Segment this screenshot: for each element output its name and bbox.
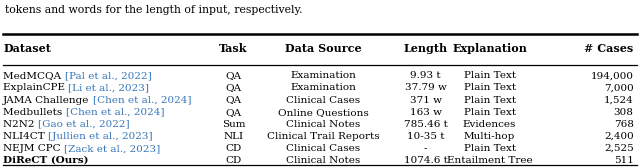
Text: Entailment Tree: Entailment Tree (447, 156, 532, 165)
Text: QA: QA (225, 71, 242, 80)
Text: Examination: Examination (291, 71, 356, 80)
Text: Evidences: Evidences (463, 120, 516, 129)
Text: 2,525: 2,525 (604, 144, 634, 153)
Text: NLI: NLI (223, 132, 244, 141)
Text: Clinical Trail Reports: Clinical Trail Reports (267, 132, 380, 141)
Text: 2,400: 2,400 (604, 132, 634, 141)
Text: JAMA Challenge: JAMA Challenge (3, 96, 93, 104)
Text: 9.93 t: 9.93 t (410, 71, 441, 80)
Text: 1074.6 t: 1074.6 t (404, 156, 447, 165)
Text: QA: QA (225, 96, 242, 104)
Text: -: - (424, 144, 428, 153)
Text: NLI4CT: NLI4CT (3, 132, 48, 141)
Text: Plain Text: Plain Text (463, 108, 516, 117)
Text: Data Source: Data Source (285, 43, 362, 54)
Text: CD: CD (225, 156, 242, 165)
Text: Plain Text: Plain Text (463, 96, 516, 104)
Text: Plain Text: Plain Text (463, 71, 516, 80)
Text: 785.46 t: 785.46 t (404, 120, 447, 129)
Text: MedMCQA: MedMCQA (3, 71, 65, 80)
Text: Clinical Notes: Clinical Notes (286, 120, 360, 129)
Text: Plain Text: Plain Text (463, 83, 516, 92)
Text: # Cases: # Cases (584, 43, 634, 54)
Text: QA: QA (225, 108, 242, 117)
Text: Plain Text: Plain Text (463, 144, 516, 153)
Text: CD: CD (225, 144, 242, 153)
Text: ExplainCPE: ExplainCPE (3, 83, 68, 92)
Text: Clinical Notes: Clinical Notes (286, 156, 360, 165)
Text: tokens and words for the length of input, respectively.: tokens and words for the length of input… (5, 5, 303, 15)
Text: [Chen et al., 2024]: [Chen et al., 2024] (66, 108, 164, 117)
Text: [Pal et al., 2022]: [Pal et al., 2022] (65, 71, 151, 80)
Text: Clinical Cases: Clinical Cases (286, 96, 360, 104)
Text: Length: Length (404, 43, 447, 54)
Text: 37.79 w: 37.79 w (404, 83, 447, 92)
Text: 511: 511 (614, 156, 634, 165)
Text: [Li et al., 2023]: [Li et al., 2023] (68, 83, 150, 92)
Text: 163 w: 163 w (410, 108, 442, 117)
Text: Clinical Cases: Clinical Cases (286, 144, 360, 153)
Text: Sum: Sum (222, 120, 245, 129)
Text: 1,524: 1,524 (604, 96, 634, 104)
Text: Multi-hop: Multi-hop (464, 132, 515, 141)
Text: Explanation: Explanation (452, 43, 527, 54)
Text: [Chen et al., 2024]: [Chen et al., 2024] (93, 96, 191, 104)
Text: QA: QA (225, 83, 242, 92)
Text: 194,000: 194,000 (591, 71, 634, 80)
Text: Task: Task (220, 43, 248, 54)
Text: Examination: Examination (291, 83, 356, 92)
Text: 768: 768 (614, 120, 634, 129)
Text: NEJM CPC: NEJM CPC (3, 144, 64, 153)
Text: Dataset: Dataset (3, 43, 51, 54)
Text: Online Questions: Online Questions (278, 108, 369, 117)
Text: N2N2: N2N2 (3, 120, 38, 129)
Text: 308: 308 (614, 108, 634, 117)
Text: Medbullets: Medbullets (3, 108, 66, 117)
Text: 7,000: 7,000 (604, 83, 634, 92)
Text: 10-35 t: 10-35 t (407, 132, 444, 141)
Text: DiReCT (Ours): DiReCT (Ours) (3, 156, 89, 165)
Text: 371 w: 371 w (410, 96, 442, 104)
Text: [Zack et al., 2023]: [Zack et al., 2023] (64, 144, 161, 153)
Text: [Gao et al., 2022]: [Gao et al., 2022] (38, 120, 129, 129)
Text: [Jullien et al., 2023]: [Jullien et al., 2023] (48, 132, 153, 141)
